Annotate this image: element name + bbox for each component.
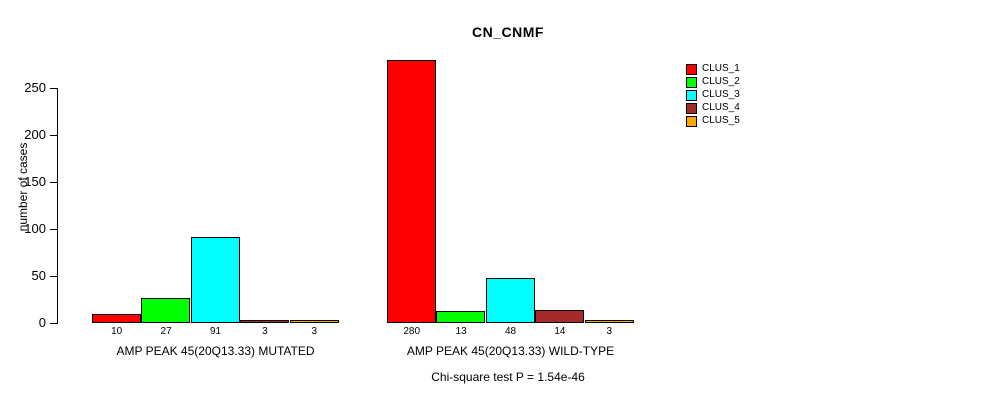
- legend-label-clus_2: CLUS_2: [702, 76, 740, 87]
- y-tick: [50, 276, 58, 277]
- y-tick-label: 100: [24, 221, 46, 236]
- bar-clus_3-group1: [191, 237, 240, 323]
- group-label-1: AMP PEAK 45(20Q13.33) MUTATED: [116, 344, 315, 358]
- legend-label-clus_1: CLUS_1: [702, 63, 740, 74]
- chi-square-text: Chi-square test P = 1.54e-46: [431, 370, 585, 384]
- y-tick: [50, 135, 58, 136]
- y-tick-label: 0: [38, 315, 46, 330]
- y-tick-label: 50: [31, 268, 46, 283]
- group-label-2: AMP PEAK 45(20Q13.33) WILD-TYPE: [406, 344, 615, 358]
- bar-value-label: 3: [262, 326, 268, 337]
- bar-clus_1-group2: [387, 60, 436, 323]
- bar-clus_5-group2: [585, 320, 634, 323]
- bar-value-label: 27: [160, 326, 172, 337]
- y-tick: [50, 323, 58, 324]
- legend-swatch-clus_1: [686, 64, 697, 75]
- bar-clus_5-group1: [290, 320, 339, 323]
- y-tick: [50, 88, 58, 89]
- legend-swatch-clus_5: [686, 116, 697, 127]
- bar-value-label: 48: [504, 326, 517, 337]
- y-axis-line: [57, 88, 58, 324]
- y-tick-label: 250: [24, 80, 46, 95]
- bar-clus_4-group2: [535, 310, 584, 323]
- y-tick-label: 200: [24, 127, 46, 142]
- bar-value-label: 91: [209, 326, 222, 337]
- bar-value-label: 13: [455, 326, 467, 337]
- y-tick: [50, 182, 58, 183]
- y-tick-label: 150: [24, 174, 46, 189]
- bar-value-label: 3: [606, 326, 613, 337]
- legend-label-clus_3: CLUS_3: [702, 89, 740, 100]
- bar-clus_2-group1: [141, 298, 190, 323]
- bar-value-label: 14: [554, 326, 566, 337]
- legend-label-clus_5: CLUS_5: [702, 115, 740, 126]
- bar-clus_1-group1: [92, 314, 141, 323]
- legend-swatch-clus_4: [686, 103, 697, 114]
- bar-clus_3-group2: [486, 278, 535, 323]
- legend-swatch-clus_3: [686, 90, 697, 101]
- legend-label-clus_4: CLUS_4: [702, 102, 740, 113]
- bar-value-label: 280: [403, 326, 421, 337]
- y-tick: [50, 229, 58, 230]
- bar-value-label: 3: [311, 326, 318, 337]
- chart-title: CN_CNMF: [472, 24, 544, 40]
- bar-clus_2-group2: [436, 311, 485, 323]
- bar-value-label: 10: [111, 326, 123, 337]
- legend-swatch-clus_2: [686, 77, 697, 88]
- bar-clus_4-group1: [240, 320, 289, 323]
